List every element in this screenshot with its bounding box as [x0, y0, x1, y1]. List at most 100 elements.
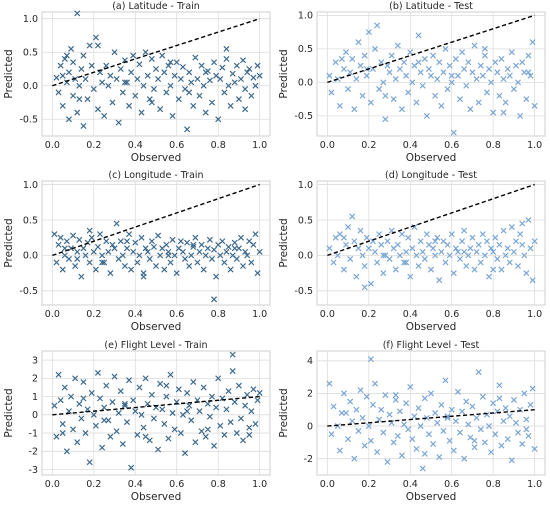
- scatter-point: [396, 408, 403, 415]
- x-tick-label: 0.8: [486, 309, 501, 320]
- scatter-point: [148, 238, 155, 245]
- scatter-point: [521, 252, 528, 259]
- scatter-point: [340, 65, 347, 72]
- scatter-point: [396, 252, 403, 259]
- scatter-point: [217, 76, 224, 83]
- y-tick-label: 0.0: [298, 78, 313, 89]
- scatter-point: [469, 69, 476, 76]
- scatter-point: [436, 454, 443, 461]
- scatter-point: [481, 439, 488, 446]
- scatter-point: [448, 72, 455, 79]
- scatter-point: [134, 76, 141, 83]
- scatter-point: [494, 69, 501, 76]
- scatter-point: [519, 241, 526, 248]
- scatter-point: [345, 224, 352, 231]
- scatter-point: [188, 417, 195, 424]
- scatter-point: [252, 82, 259, 89]
- x-tick-label: 0.0: [45, 309, 60, 320]
- scatter-point: [107, 270, 114, 277]
- scatter-point: [53, 433, 60, 440]
- y-axis-label: Predicted: [278, 49, 290, 98]
- scatter-point: [221, 431, 228, 438]
- scatter-point: [181, 450, 189, 457]
- scatter-point: [523, 270, 530, 277]
- scatter-point: [204, 245, 211, 252]
- scatter-point: [515, 429, 522, 436]
- scatter-point: [80, 378, 87, 386]
- scatter-point: [184, 126, 191, 133]
- scatter-point: [525, 216, 532, 223]
- scatter-point: [248, 92, 255, 99]
- scatter-point: [411, 224, 418, 231]
- scatter-point: [506, 72, 513, 79]
- y-tick-label: -2: [304, 454, 313, 465]
- scatter-point: [446, 252, 453, 259]
- x-tick-label: 0.2: [361, 309, 376, 320]
- scatter-point: [184, 239, 191, 246]
- scatter-point: [233, 62, 240, 69]
- scatter-point: [202, 69, 209, 76]
- scatter-point: [179, 63, 186, 70]
- scatter-point: [80, 395, 87, 402]
- scatter-point: [181, 255, 189, 262]
- scatter-point: [473, 414, 480, 421]
- scatter-point: [473, 76, 480, 83]
- scatter-point: [51, 231, 58, 238]
- scatter-point: [256, 72, 263, 79]
- scatter-point: [150, 243, 157, 250]
- scatter-point: [72, 263, 79, 270]
- scatter-point: [515, 79, 522, 86]
- scatter-point: [432, 409, 439, 417]
- y-tick-label: 1: [32, 392, 38, 403]
- scatter-point: [427, 390, 435, 397]
- x-tick-label: 1.0: [527, 140, 542, 151]
- scatter-point: [510, 86, 517, 93]
- scatter-point: [498, 266, 505, 273]
- scatter-point: [92, 422, 99, 429]
- scatter-point: [417, 69, 424, 76]
- scatter-point: [237, 415, 245, 422]
- x-tick-label: 0.0: [45, 140, 60, 151]
- scatter-point: [115, 119, 122, 126]
- scatter-point: [463, 82, 470, 89]
- scatter-point: [200, 266, 207, 273]
- scatter-point: [417, 238, 424, 245]
- scatter-point: [498, 55, 505, 62]
- scatter-point: [103, 238, 110, 245]
- scatter-point: [167, 371, 174, 378]
- scatter-point: [165, 62, 172, 69]
- scatter-point: [436, 277, 443, 284]
- scatter-point: [475, 241, 482, 248]
- scatter-point: [86, 259, 93, 266]
- scatter-point: [392, 392, 399, 399]
- scatter-point: [512, 238, 520, 245]
- reference-line: [327, 409, 535, 427]
- scatter-point: [486, 423, 493, 430]
- scatter-point: [74, 255, 81, 262]
- scatter-point: [361, 52, 368, 59]
- scatter-point: [531, 445, 538, 452]
- scatter-point: [225, 388, 232, 395]
- scatter-point: [126, 377, 133, 384]
- scatter-point: [82, 252, 89, 259]
- scatter-point: [99, 79, 106, 86]
- scatter-point: [527, 72, 534, 79]
- scatter-point: [74, 109, 81, 116]
- scatter-point: [159, 406, 166, 413]
- scatter-point: [213, 273, 220, 280]
- scatter-point: [434, 234, 441, 241]
- y-tick-label: 0.0: [23, 251, 38, 262]
- scatter-point: [161, 69, 168, 76]
- scatter-point: [140, 270, 147, 277]
- scatter-point: [440, 69, 447, 76]
- scatter-point: [55, 89, 62, 96]
- scatter-point: [500, 227, 507, 234]
- scatter-point: [121, 263, 128, 270]
- scatter-point: [475, 99, 482, 106]
- scatter-point: [57, 234, 64, 241]
- scatter-point: [361, 263, 368, 270]
- scatter-point: [254, 397, 261, 404]
- x-tick-label: 0.0: [320, 479, 335, 490]
- scatter-point: [438, 401, 445, 408]
- x-tick-label: 1.0: [527, 479, 542, 490]
